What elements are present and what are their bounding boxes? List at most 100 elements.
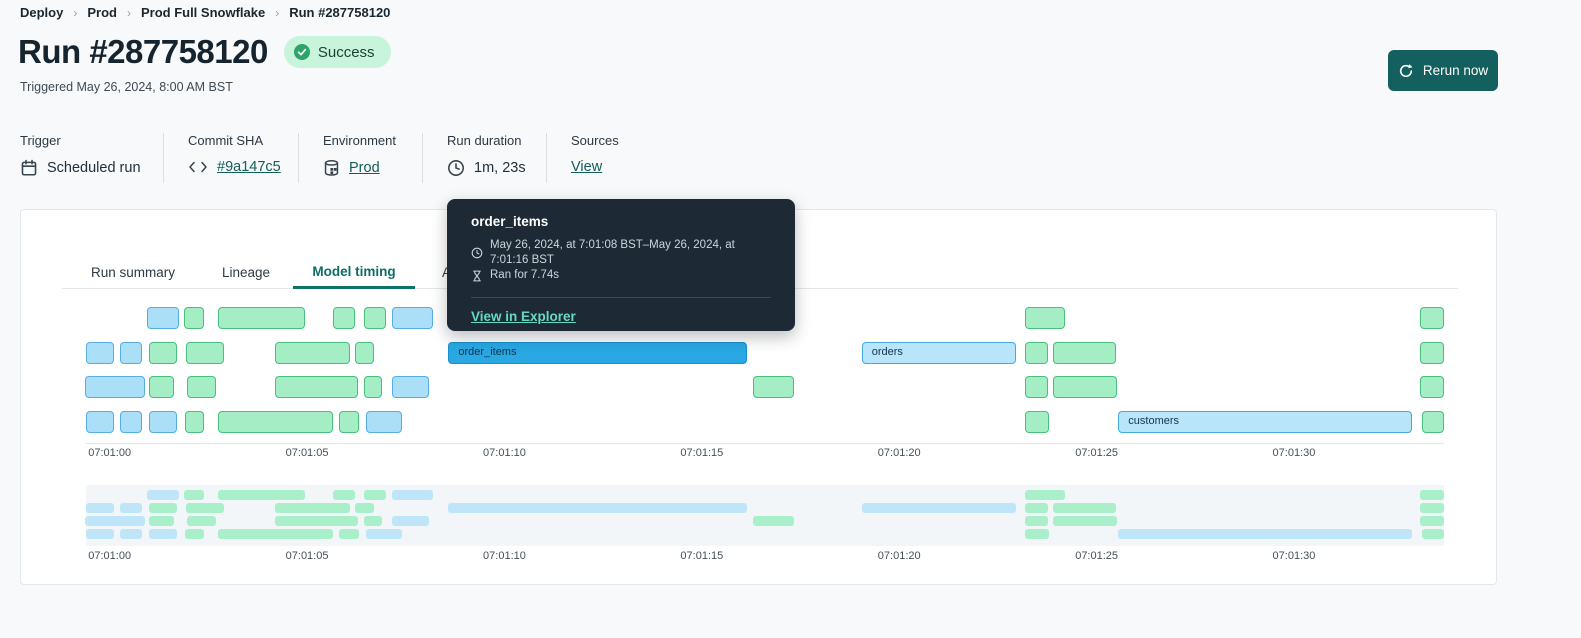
model-bar-customers[interactable]: customers <box>1118 411 1413 433</box>
meta-group-environment: Environment Prod <box>323 133 396 177</box>
axis-tick-label: 07:01:25 <box>1075 447 1119 459</box>
clock-icon <box>471 247 483 259</box>
breadcrumb-item-prod-full-snowflake[interactable]: Prod Full Snowflake <box>140 5 266 20</box>
minimap-bar <box>185 503 225 513</box>
view-in-explorer-link[interactable]: View in Explorer <box>471 309 576 324</box>
axis-tick-label: 07:01:20 <box>877 550 921 562</box>
model-bar-label: orders <box>871 346 903 358</box>
model-bar[interactable] <box>1024 376 1048 398</box>
minimap-bar <box>86 503 114 513</box>
model-timing-chart: order_items orders customers <box>85 304 1444 444</box>
model-bar[interactable] <box>149 376 175 398</box>
model-bar[interactable] <box>149 411 177 433</box>
meta-group-trigger: Trigger Scheduled run <box>20 133 141 177</box>
model-bar[interactable] <box>365 411 402 433</box>
model-bar[interactable] <box>1024 411 1050 433</box>
model-bar[interactable] <box>149 342 177 364</box>
model-bar[interactable] <box>753 376 794 398</box>
model-timing-minimap[interactable] <box>85 485 1444 546</box>
database-icon <box>324 160 339 176</box>
model-bar[interactable] <box>85 376 146 398</box>
meta-group-run-duration: Run duration 1m, 23s <box>447 133 526 177</box>
meta-value: Scheduled run <box>20 159 141 177</box>
model-bar[interactable] <box>1024 307 1065 329</box>
axis-tick-label: 07:01:30 <box>1272 447 1316 459</box>
model-bar[interactable] <box>1420 342 1444 364</box>
axis-tick-label: 07:01:10 <box>483 447 526 459</box>
minimap-bar <box>861 503 1016 513</box>
breadcrumb-separator: › <box>73 5 78 20</box>
model-bar[interactable] <box>1420 376 1444 398</box>
minimap-bar <box>149 503 177 513</box>
model-bar-label: order_items <box>458 346 517 358</box>
model-bar[interactable] <box>274 342 351 364</box>
model-bar[interactable] <box>119 342 143 364</box>
tooltip-duration-row: Ran for 7.74s <box>471 268 771 283</box>
model-bar[interactable] <box>339 411 359 433</box>
minimap-bar <box>274 503 351 513</box>
model-bar[interactable] <box>1420 307 1444 329</box>
model-bar[interactable] <box>217 307 306 329</box>
environment-link[interactable]: Prod <box>349 160 380 176</box>
minimap-bar <box>1024 529 1050 539</box>
model-bar[interactable] <box>86 411 114 433</box>
model-bar[interactable] <box>185 342 225 364</box>
axis-tick-label: 07:01:00 <box>88 550 132 562</box>
model-bar[interactable] <box>1422 411 1444 433</box>
tab-run-summary[interactable]: Run summary <box>90 265 176 280</box>
axis-tick-label: 07:01:05 <box>285 447 329 459</box>
meta-value: #9a147c5 <box>188 159 281 175</box>
rerun-button[interactable]: Rerun now <box>1388 50 1498 91</box>
model-bar[interactable] <box>354 342 374 364</box>
model-bar[interactable] <box>86 342 114 364</box>
clock-icon <box>448 160 464 176</box>
meta-label: Run duration <box>447 133 522 148</box>
meta-label: Commit SHA <box>188 133 264 148</box>
model-bar[interactable] <box>1053 376 1118 398</box>
model-bar[interactable] <box>217 411 333 433</box>
minimap-bar <box>1118 529 1413 539</box>
meta-divider <box>422 133 423 183</box>
axis-tick-label: 07:01:30 <box>1272 550 1316 562</box>
breadcrumb-item-prod[interactable]: Prod <box>87 5 117 20</box>
axis-tick-label: 07:01:15 <box>680 550 724 562</box>
minimap-bar <box>1024 490 1065 500</box>
minimap-bar <box>119 529 142 539</box>
model-bar-order-items[interactable]: order_items <box>448 342 748 364</box>
model-bar[interactable] <box>1053 342 1117 364</box>
minimap-bar <box>85 516 146 526</box>
minimap-bar <box>149 516 175 526</box>
breadcrumb-item-deploy[interactable]: Deploy <box>20 5 64 20</box>
minimap-bar <box>1422 529 1444 539</box>
commit-sha-link[interactable]: #9a147c5 <box>217 159 281 175</box>
code-icon <box>189 161 207 173</box>
model-bar[interactable] <box>332 307 355 329</box>
page-title: Run #287758120 <box>18 33 268 70</box>
tab-lineage[interactable]: Lineage <box>221 265 271 280</box>
minimap-bar <box>354 503 374 513</box>
model-bar[interactable] <box>392 307 434 329</box>
model-bar[interactable] <box>392 376 430 398</box>
meta-group-commit-sha: Commit SHA #9a147c5 <box>188 133 281 175</box>
model-bar[interactable] <box>186 376 217 398</box>
minimap-bar <box>1024 516 1048 526</box>
model-bar[interactable] <box>363 376 383 398</box>
breadcrumb-item-run-287758120[interactable]: Run #287758120 <box>289 5 391 20</box>
model-bar[interactable] <box>274 376 359 398</box>
minimap-bar <box>392 516 430 526</box>
model-bar[interactable] <box>183 307 205 329</box>
tooltip-time-range-row: May 26, 2024, at 7:01:08 BST–May 26, 202… <box>471 238 771 268</box>
model-bar[interactable] <box>363 307 386 329</box>
model-bar[interactable] <box>146 307 180 329</box>
tab-model-timing[interactable]: Model timing <box>293 256 415 289</box>
model-bar[interactable] <box>119 411 142 433</box>
sources-link[interactable]: View <box>571 159 603 175</box>
minimap-bar <box>217 490 306 500</box>
model-bar-orders[interactable]: orders <box>861 342 1016 364</box>
model-bar[interactable] <box>184 411 204 433</box>
model-bar[interactable] <box>1024 342 1048 364</box>
minimap-bar <box>217 529 333 539</box>
time-axis-labels: 07:01:00 07:01:05 07:01:10 07:01:15 07:01:20… <box>86 447 1444 460</box>
minimap-bar <box>365 529 402 539</box>
